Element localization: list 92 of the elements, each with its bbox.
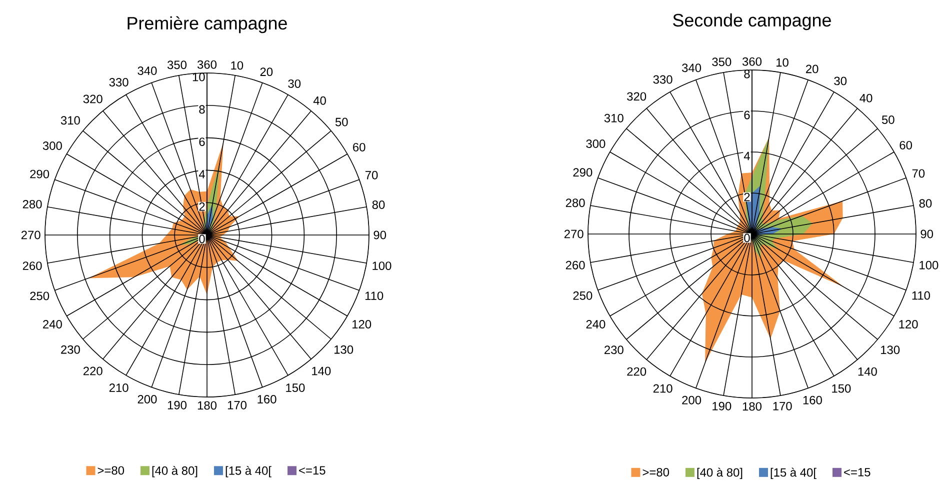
spoke-label: 20 (260, 68, 273, 76)
spoke-label: 340 (682, 64, 702, 72)
spoke-label: 30 (834, 76, 847, 86)
legend-label: >=80 (642, 468, 670, 476)
spoke-label: 260 (566, 260, 585, 270)
spoke-label: 10 (231, 61, 244, 70)
spoke-label: 160 (803, 396, 822, 404)
spoke-label: 20 (806, 64, 818, 74)
spoke-label: 330 (109, 78, 128, 86)
spoke-label: 10 (776, 58, 788, 67)
spoke-label: 120 (352, 320, 372, 328)
spoke-label: 230 (61, 345, 80, 354)
spoke-label: 200 (138, 394, 157, 404)
spoke-label: 140 (858, 367, 877, 376)
legend-label: [40 à 80] (152, 466, 198, 478)
spoke-label: 250 (573, 291, 592, 300)
chart-title: Seconde campagne (673, 13, 831, 30)
spoke-label: 40 (313, 96, 326, 105)
spoke-label: 300 (42, 142, 62, 150)
spoke-label: 260 (22, 262, 42, 270)
spoke-label: 100 (920, 260, 938, 270)
spoke-label: 320 (627, 92, 646, 101)
legend-label: <=15 (844, 468, 870, 476)
spoke-label: 160 (258, 394, 276, 404)
spoke-label: 230 (604, 346, 624, 354)
spoke-label: 360 (197, 60, 217, 69)
y-tick-label: 0 (199, 234, 205, 244)
spoke-label: 300 (586, 140, 606, 148)
spoke-label: 170 (773, 402, 792, 410)
spoke-label: 70 (912, 169, 925, 178)
spoke-label: 360 (742, 57, 762, 66)
legend-label: [15 à 40[ (226, 466, 272, 478)
spoke-label: 170 (228, 400, 247, 410)
spoke-label: 60 (900, 140, 912, 150)
spoke-label: 150 (832, 384, 851, 393)
y-tick-label: 0 (744, 234, 750, 242)
spoke-label: 200 (682, 396, 702, 404)
spoke-label: 220 (627, 367, 646, 376)
y-tick-label: 2 (744, 192, 750, 202)
spoke-label: 210 (653, 384, 672, 393)
spoke-label: 220 (83, 366, 102, 376)
spoke-label: 100 (372, 262, 392, 270)
y-tick-label: 4 (198, 170, 205, 178)
spoke-label: 330 (653, 75, 672, 84)
y-tick-label: 6 (744, 110, 750, 120)
y-tick-label: 8 (199, 105, 205, 114)
spoke-label: 70 (365, 170, 378, 180)
spoke-label: 110 (912, 291, 930, 300)
spoke-label: 90 (920, 230, 934, 238)
chart-title: Première campagne (128, 16, 287, 34)
spoke-label: 50 (882, 116, 894, 124)
legend-label: [40 à 80] (697, 468, 742, 480)
spoke-label: 120 (899, 320, 918, 328)
spoke-label: 320 (83, 94, 102, 104)
spoke-label: 180 (742, 402, 762, 411)
spoke-label: 280 (566, 198, 585, 208)
spoke-label: 350 (167, 60, 187, 70)
spoke-label: 150 (286, 384, 305, 392)
legend-label: >=80 (98, 466, 124, 475)
spoke-label: 270 (564, 230, 584, 238)
spoke-label: 350 (712, 58, 732, 66)
spoke-label: 190 (712, 402, 732, 410)
spoke-label: 210 (109, 384, 128, 392)
spoke-label: 130 (334, 345, 354, 354)
spoke-label: 30 (288, 79, 301, 88)
spoke-label: 290 (30, 170, 50, 178)
spoke-label: 110 (365, 292, 384, 300)
legend-label: [15 à 40[ (770, 468, 816, 480)
spoke-label: 310 (604, 114, 624, 122)
spoke-label: 80 (372, 200, 385, 209)
spoke-label: 130 (881, 346, 900, 354)
spoke-label: 270 (21, 230, 40, 240)
spoke-label: 250 (30, 292, 50, 300)
spoke-label: 240 (586, 320, 606, 328)
spoke-label: 240 (43, 320, 62, 328)
spoke-label: 190 (168, 400, 187, 410)
y-tick-label: 2 (199, 202, 205, 211)
spoke-label: 80 (919, 199, 932, 208)
spoke-label: 40 (860, 94, 872, 102)
y-tick-label: 10 (192, 72, 205, 82)
spoke-label: 310 (60, 116, 80, 125)
spoke-label: 90 (374, 230, 386, 240)
spoke-label: 60 (353, 142, 366, 152)
spoke-label: 290 (573, 168, 592, 177)
spoke-label: 280 (22, 200, 42, 208)
spoke-label: 140 (312, 366, 331, 376)
y-tick-label: 4 (744, 152, 750, 160)
y-tick-label: 6 (199, 138, 205, 146)
spoke-label: 50 (335, 118, 348, 126)
legend-label: <=15 (299, 466, 326, 475)
spoke-label: 340 (138, 66, 157, 75)
spoke-label: 180 (198, 401, 217, 410)
